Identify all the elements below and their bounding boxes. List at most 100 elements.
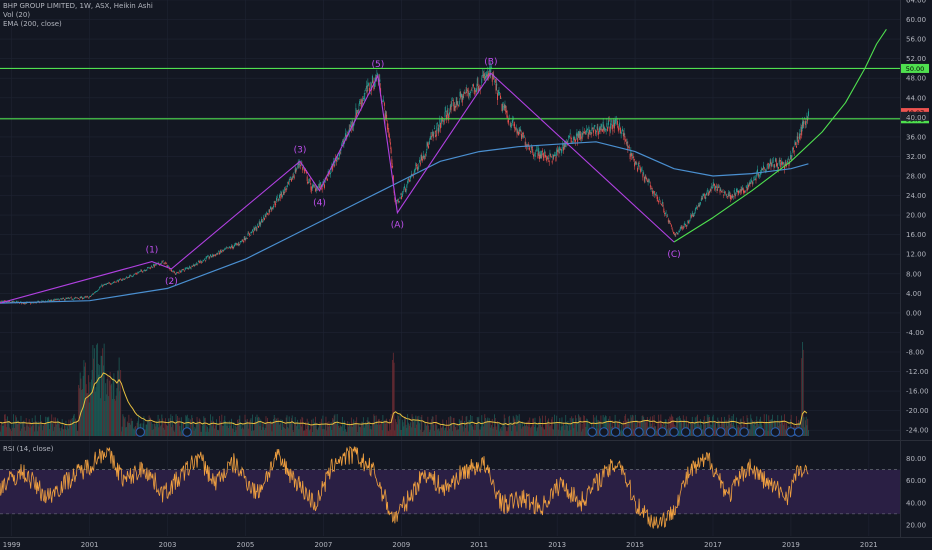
candle-body (490, 66, 492, 73)
volume-bar (668, 427, 670, 436)
dividend-marker (622, 427, 632, 437)
volume-bar (394, 430, 396, 436)
candle-body (618, 128, 620, 131)
candle-body (49, 300, 51, 302)
volume-bar (326, 430, 328, 436)
candle-body (125, 277, 127, 279)
volume-bar (17, 420, 19, 436)
volume-bar (577, 414, 579, 436)
volume-bar (4, 414, 6, 436)
candle-body (800, 126, 802, 133)
volume-bar (269, 422, 271, 436)
volume-bar (410, 422, 412, 436)
candle-body (514, 126, 516, 129)
candle-body (323, 184, 325, 188)
volume-bar (304, 430, 306, 436)
candle-body (283, 192, 285, 195)
volume-bar (56, 421, 58, 436)
volume-bar (658, 414, 660, 436)
candle-body (95, 291, 97, 293)
candle-body (265, 215, 267, 217)
candle-body (516, 130, 518, 134)
volume-bar (487, 417, 489, 436)
candle-body (78, 298, 80, 300)
volume-bar (526, 422, 528, 436)
candle-body (673, 233, 675, 236)
volume-bar (214, 422, 216, 436)
candle-body (124, 278, 126, 280)
candle-body (180, 271, 182, 273)
volume-bar (630, 415, 632, 436)
volume-bar (439, 431, 441, 436)
volume-bar (560, 426, 562, 436)
volume-bar (763, 414, 765, 436)
volume-bar (466, 416, 468, 436)
volume-bar (677, 416, 679, 436)
volume-bar (737, 425, 739, 436)
volume-bar (316, 428, 318, 436)
volume-bar (665, 419, 667, 436)
candle-body (13, 301, 15, 303)
candle-body (359, 103, 361, 104)
volume-bar (657, 422, 659, 436)
volume-bar (205, 431, 207, 436)
volume-bar (409, 425, 411, 436)
volume-bar (271, 431, 273, 436)
volume-bar (201, 431, 202, 436)
time-tick-label: 2011 (470, 541, 488, 549)
candle-body (231, 245, 233, 247)
price-tag-bg (901, 111, 929, 121)
candle-body (379, 79, 381, 82)
volume-bar (360, 424, 362, 436)
candle-body (312, 184, 314, 186)
candle-body (621, 132, 623, 134)
volume-bar (249, 421, 250, 436)
candle-body (687, 220, 689, 223)
volume-bar (194, 426, 196, 436)
candle-body (303, 169, 305, 171)
candle-body (195, 263, 197, 264)
volume-bar (462, 426, 464, 436)
price-tick-label: 24.00 (906, 192, 926, 200)
volume-bar (40, 420, 42, 436)
price-tick-label: -8.00 (906, 349, 924, 357)
volume-bar (333, 415, 335, 436)
volume-bar (571, 416, 573, 436)
volume-bar (519, 423, 521, 436)
volume-bar (469, 420, 471, 436)
volume-bar (239, 415, 241, 436)
volume-bar (69, 420, 71, 436)
volume-bar (77, 431, 79, 436)
candle-body (287, 182, 289, 184)
volume-bar (153, 423, 155, 436)
volume-bar (113, 373, 115, 436)
candle-body (784, 166, 785, 170)
candle-body (282, 195, 283, 197)
volume-bar (66, 430, 68, 436)
candle-body (397, 198, 399, 200)
volume-bar (644, 420, 646, 436)
candle-body (225, 247, 227, 249)
volume-bar (201, 425, 203, 436)
candle-body (415, 163, 417, 167)
volume-bar (368, 421, 370, 436)
candle-body (147, 267, 149, 269)
volume-bar (295, 423, 297, 436)
candle-body (459, 91, 461, 97)
volume-bar (276, 421, 278, 436)
candle-body (267, 214, 269, 216)
candle-body (777, 166, 779, 168)
candle-body (258, 226, 259, 228)
candle-body (470, 89, 472, 91)
volume-bar (347, 426, 349, 436)
volume-bar (332, 419, 334, 436)
volume-bar (553, 429, 555, 436)
volume-bar (750, 414, 752, 436)
volume-bar (243, 429, 244, 436)
candle-body (30, 303, 32, 304)
volume-bar (122, 414, 124, 436)
candle-body (616, 119, 618, 121)
candle-body (406, 184, 408, 188)
candle-body (703, 194, 705, 196)
candle-body (764, 170, 766, 172)
